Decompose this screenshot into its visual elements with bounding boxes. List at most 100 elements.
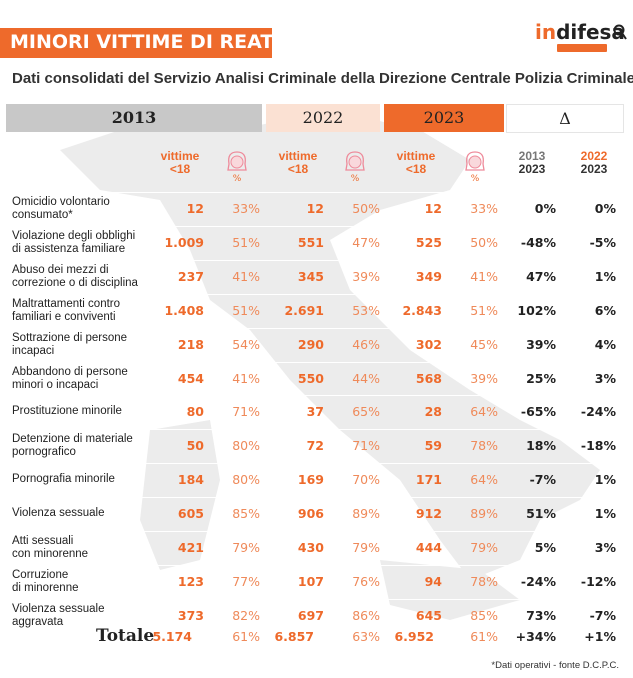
cell-value-2013: 184	[177, 472, 204, 487]
cell-pct-2023: 85%	[470, 608, 498, 623]
row-label-line1: Abbandono di persone	[12, 366, 128, 378]
cell-pct-2022: 44%	[352, 371, 380, 386]
cell-value-2023: 171	[415, 472, 442, 487]
cell-pct-2013: 71%	[232, 404, 260, 419]
table-row-label: Atti sessuali con minorenne	[12, 535, 88, 561]
cell-value-2022: 169	[297, 472, 324, 487]
header-2013: 2013	[6, 104, 262, 132]
row-divider	[6, 260, 626, 261]
cell-value-2023: 568	[415, 371, 442, 386]
total-label: Totale	[96, 626, 155, 646]
row-label-line1: Prostituzione minorile	[12, 405, 122, 417]
header-2013-label: 2013	[111, 108, 157, 127]
header-delta: Δ	[506, 104, 624, 133]
row-label-line1: Violenza sessuale	[12, 507, 105, 519]
subhdr-vittime-2013-word: vittime	[160, 149, 200, 163]
cell-delta-2013-2023: -7%	[529, 472, 556, 487]
subhdr-vittime-2022: vittime <18	[268, 150, 328, 176]
cell-pct-2022: 79%	[352, 540, 380, 555]
cell-value-2013: 80	[186, 404, 204, 419]
header-delta-label: Δ	[559, 109, 571, 128]
cell-delta-2013-2023: 0%	[534, 201, 556, 216]
cell-pct-2022: 86%	[352, 608, 380, 623]
subhdr-delta1-bot: 2023	[518, 162, 546, 176]
cell-pct-2023: 51%	[470, 303, 498, 318]
table-row-label: Maltrattamenti contro familiari e convive…	[12, 298, 120, 324]
row-label-line2: di assistenza familiare	[12, 243, 126, 255]
row-divider	[6, 565, 626, 566]
cell-value-2023: 12	[424, 201, 442, 216]
row-divider	[6, 633, 626, 634]
subhdr-under18-2022: <18	[287, 162, 309, 176]
footnote: *Dati operativi - fonte D.C.P.C.	[491, 660, 619, 671]
cell-delta-2022-2023: -18%	[580, 438, 616, 453]
row-divider	[6, 599, 626, 600]
table-row-label: Prostituzione minorile	[12, 405, 122, 418]
row-divider	[6, 463, 626, 464]
row-label-line1: Detenzione di materiale	[12, 433, 133, 445]
cell-delta-2022-2023: 1%	[594, 269, 616, 284]
cell-delta-2022-2023: 6%	[594, 303, 616, 318]
subhdr-delta-2013-2023: 2013 2023	[510, 150, 554, 176]
table-row-label: Abbandono di persone minori o incapaci	[12, 366, 128, 392]
total-delta-2022-2023: +1%	[584, 629, 616, 644]
girl-face-icon-2023: %	[465, 151, 485, 183]
cell-pct-2013: 80%	[232, 438, 260, 453]
svg-text:%: %	[351, 174, 360, 183]
row-label-line1: Atti sessuali	[12, 535, 74, 547]
cell-delta-2022-2023: -24%	[580, 404, 616, 419]
subhdr-delta2-top: 2022	[580, 149, 608, 163]
header-2022: 2022	[266, 104, 380, 132]
cell-pct-2023: 50%	[470, 235, 498, 250]
total-delta-2013-2023: +34%	[515, 629, 556, 644]
cell-value-2022: 430	[297, 540, 324, 555]
table-row-label: Detenzione di materiale pornografico	[12, 433, 133, 459]
subhdr-vittime-2023-word: vittime	[396, 149, 436, 163]
subhdr-delta1-top: 2013	[518, 149, 546, 163]
subhdr-under18-2013: <18	[169, 162, 191, 176]
row-label-line1: Violazione degli obblighi	[12, 230, 136, 242]
subhdr-vittime-2022-word: vittime	[278, 149, 318, 163]
cell-value-2023: 645	[415, 608, 442, 623]
subhdr-under18-2023: <18	[405, 162, 427, 176]
cell-pct-2023: 64%	[470, 472, 498, 487]
row-divider	[6, 328, 626, 329]
cell-pct-2023: 78%	[470, 574, 498, 589]
cell-value-2013: 454	[177, 371, 204, 386]
cell-pct-2022: 65%	[352, 404, 380, 419]
magnifier-icon	[613, 24, 627, 40]
cell-pct-2023: 89%	[470, 506, 498, 521]
girl-face-icon-2022: %	[345, 151, 365, 183]
logo-banner	[557, 44, 607, 52]
table-row-label: Sottrazione di persone incapaci	[12, 332, 127, 358]
row-label-line1: Sottrazione di persone	[12, 332, 128, 344]
cell-delta-2022-2023: 3%	[594, 371, 616, 386]
row-divider	[6, 497, 626, 498]
row-label-line2: familiari e conviventi	[12, 311, 116, 323]
svg-text:%: %	[233, 174, 242, 183]
row-label-line1: Abuso dei mezzi di	[12, 264, 109, 276]
cell-value-2022: 107	[297, 574, 324, 589]
cell-value-2023: 912	[415, 506, 442, 521]
cell-pct-2013: 33%	[232, 201, 260, 216]
table-row-label: Violenza sessuale	[12, 507, 105, 520]
cell-pct-2013: 41%	[232, 269, 260, 284]
row-label-line1: Corruzione	[12, 569, 69, 581]
total-pct-2022: 63%	[352, 629, 380, 644]
cell-value-2022: 37	[306, 404, 324, 419]
total-value-2023: 6.952	[394, 629, 434, 644]
cell-value-2022: 2.691	[284, 303, 324, 318]
cell-pct-2023: 64%	[470, 404, 498, 419]
cell-pct-2013: 41%	[232, 371, 260, 386]
cell-pct-2013: 77%	[232, 574, 260, 589]
total-value-2022: 6.857	[274, 629, 314, 644]
cell-value-2023: 28	[424, 404, 442, 419]
row-label-line1: Maltrattamenti contro	[12, 298, 121, 310]
row-label-line2: con minorenne	[12, 548, 89, 560]
cell-value-2013: 237	[177, 269, 204, 284]
cell-value-2013: 1.408	[164, 303, 204, 318]
cell-delta-2022-2023: -7%	[589, 608, 616, 623]
table-row-label: Pornografia minorile	[12, 473, 115, 486]
cell-delta-2013-2023: -48%	[520, 235, 556, 250]
header-2023-label: 2023	[423, 108, 465, 127]
